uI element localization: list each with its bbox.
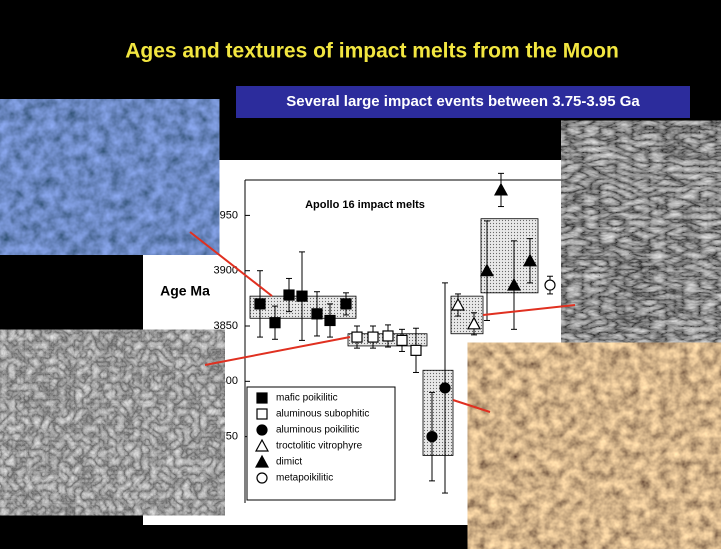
- marker: [311, 308, 323, 320]
- y-axis-label: Age Ma: [160, 283, 210, 299]
- slide-title: Ages and textures of impact melts from t…: [125, 40, 619, 63]
- marker: [522, 253, 538, 267]
- y-tick-label: 3900: [214, 265, 238, 277]
- connector: [452, 399, 491, 413]
- plot: 3750 3800 3850 3900 3950 mafic poikilitic alum…: [214, 172, 570, 503]
- marker: [283, 289, 295, 301]
- marker: [426, 431, 438, 443]
- marker: [269, 317, 281, 329]
- marker: [351, 331, 363, 343]
- marker: [544, 279, 556, 291]
- subtitle-box: [236, 86, 690, 118]
- legend-marker: [254, 454, 270, 468]
- legend-label: mafic poikilitic: [276, 393, 338, 404]
- marker: [367, 331, 379, 343]
- marker: [439, 382, 451, 394]
- legend-box: [246, 386, 396, 501]
- photo: [8, 345, 205, 500]
- legend-label: troctolitic vitrophyre: [276, 441, 363, 452]
- legend-marker: [256, 392, 268, 404]
- y-tick-label: 3850: [214, 320, 238, 332]
- marker: [450, 297, 466, 311]
- chart-title: Apollo 16 impact melts: [305, 199, 425, 211]
- legend-label: dimict: [276, 457, 302, 468]
- photo: [8, 112, 200, 242]
- y-tick-label: 3800: [214, 375, 238, 387]
- range-box: [480, 218, 539, 294]
- legend-marker: [256, 408, 268, 420]
- y-tick-label: 3750: [214, 431, 238, 443]
- legend-label: aluminous subophitic: [276, 409, 369, 420]
- legend-marker: [254, 438, 270, 452]
- connector: [189, 231, 273, 297]
- range-box: [422, 369, 454, 456]
- legend-marker: [256, 424, 268, 436]
- connector: [482, 304, 576, 316]
- legend: mafic poikilitic aluminous subophitic alum…: [246, 386, 396, 501]
- marker: [493, 182, 509, 196]
- marker: [340, 298, 352, 310]
- legend-marker: [256, 472, 268, 484]
- marker: [506, 277, 522, 291]
- marker: [410, 344, 422, 356]
- y-tick-label: 3950: [214, 209, 238, 221]
- legend-label: aluminous poikilitic: [276, 425, 359, 436]
- photo: [490, 360, 715, 535]
- marker: [324, 314, 336, 327]
- legend-label: metapoikilitic: [276, 473, 333, 484]
- marker: [382, 330, 394, 342]
- marker: [296, 290, 308, 302]
- marker: [466, 316, 482, 330]
- marker: [479, 263, 495, 277]
- photos: [8, 112, 715, 535]
- marker: [254, 298, 266, 310]
- photo: [575, 140, 715, 335]
- connector: [204, 336, 351, 366]
- marker: [396, 334, 408, 346]
- subtitle: Several large impact events between 3.75…: [286, 93, 640, 110]
